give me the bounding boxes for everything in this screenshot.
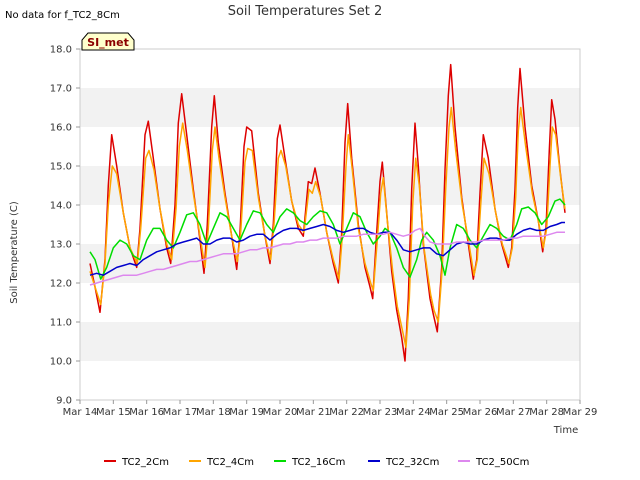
legend-label: TC2_50Cm [475, 457, 529, 468]
x-tick-label: Mar 18 [196, 407, 231, 418]
y-tick-label: 13.0 [50, 240, 72, 251]
x-tick-label: Mar 29 [563, 407, 598, 418]
x-tick-label: Mar 22 [329, 407, 364, 418]
plot-band [80, 283, 580, 322]
y-tick-label: 12.0 [50, 279, 72, 290]
legend-label: TC2_4Cm [206, 457, 254, 468]
x-tick-label: Mar 20 [263, 407, 298, 418]
x-tick-label: Mar 14 [63, 407, 98, 418]
plot-band [80, 49, 580, 88]
series-line-tc2-50cm [89, 227, 565, 286]
no-data-note: No data for f_TC2_8Cm [5, 10, 120, 21]
badge-shape [81, 32, 135, 51]
badge-label: SI_met [87, 36, 129, 49]
legend-label: TC2_2Cm [121, 457, 169, 468]
y-tick-label: 10.0 [50, 357, 72, 368]
y-tick-label: 16.0 [50, 123, 72, 134]
legend: TC2_2Cm TC2_4Cm TC2_16Cm TC2_32Cm TC2_50Cm [104, 457, 529, 468]
x-tick-label: Mar 17 [163, 407, 198, 418]
x-tick-label: Mar 21 [296, 407, 331, 418]
legend-label: TC2_32Cm [385, 457, 439, 468]
y-tick-label: 11.0 [50, 318, 72, 329]
x-tick-label: Mar 28 [529, 407, 564, 418]
chart-title: Soil Temperatures Set 2 [228, 4, 383, 19]
plot-band [80, 127, 580, 166]
plot-band [80, 166, 580, 205]
y-axis-label: Soil Temperature (C) [9, 201, 20, 304]
x-tick-label: Mar 26 [463, 407, 498, 418]
y-tick-label: 18.0 [50, 45, 72, 56]
series-line-tc2-32cm [89, 221, 565, 276]
plot-band [80, 361, 580, 400]
plot-frame [79, 48, 581, 401]
y-axis-ticks: 9.0 10.0 11.0 12.0 13.0 14.0 15.0 16.0 17.0 18.0 [50, 45, 80, 407]
series-lines [89, 63, 566, 362]
series-line-tc2-16cm [89, 198, 566, 280]
x-tick-label: Mar 16 [129, 407, 164, 418]
y-tick-label: 14.0 [50, 201, 72, 212]
plot-band [80, 88, 580, 127]
x-tick-label: Mar 19 [229, 407, 264, 418]
x-axis-label: Time [553, 425, 578, 436]
y-tick-label: 17.0 [50, 84, 72, 95]
legend-label: TC2_16Cm [291, 457, 345, 468]
y-tick-label: 9.0 [56, 396, 72, 407]
x-tick-label: Mar 24 [396, 407, 431, 418]
plot-band [80, 322, 580, 361]
x-tick-label: Mar 27 [496, 407, 531, 418]
plot-background-bands [80, 49, 580, 400]
x-tick-label: Mar 15 [96, 407, 131, 418]
x-tick-label: Mar 25 [429, 407, 464, 418]
y-tick-label: 15.0 [50, 162, 72, 173]
station-badge: SI_met [81, 32, 135, 51]
x-tick-label: Mar 23 [363, 407, 398, 418]
